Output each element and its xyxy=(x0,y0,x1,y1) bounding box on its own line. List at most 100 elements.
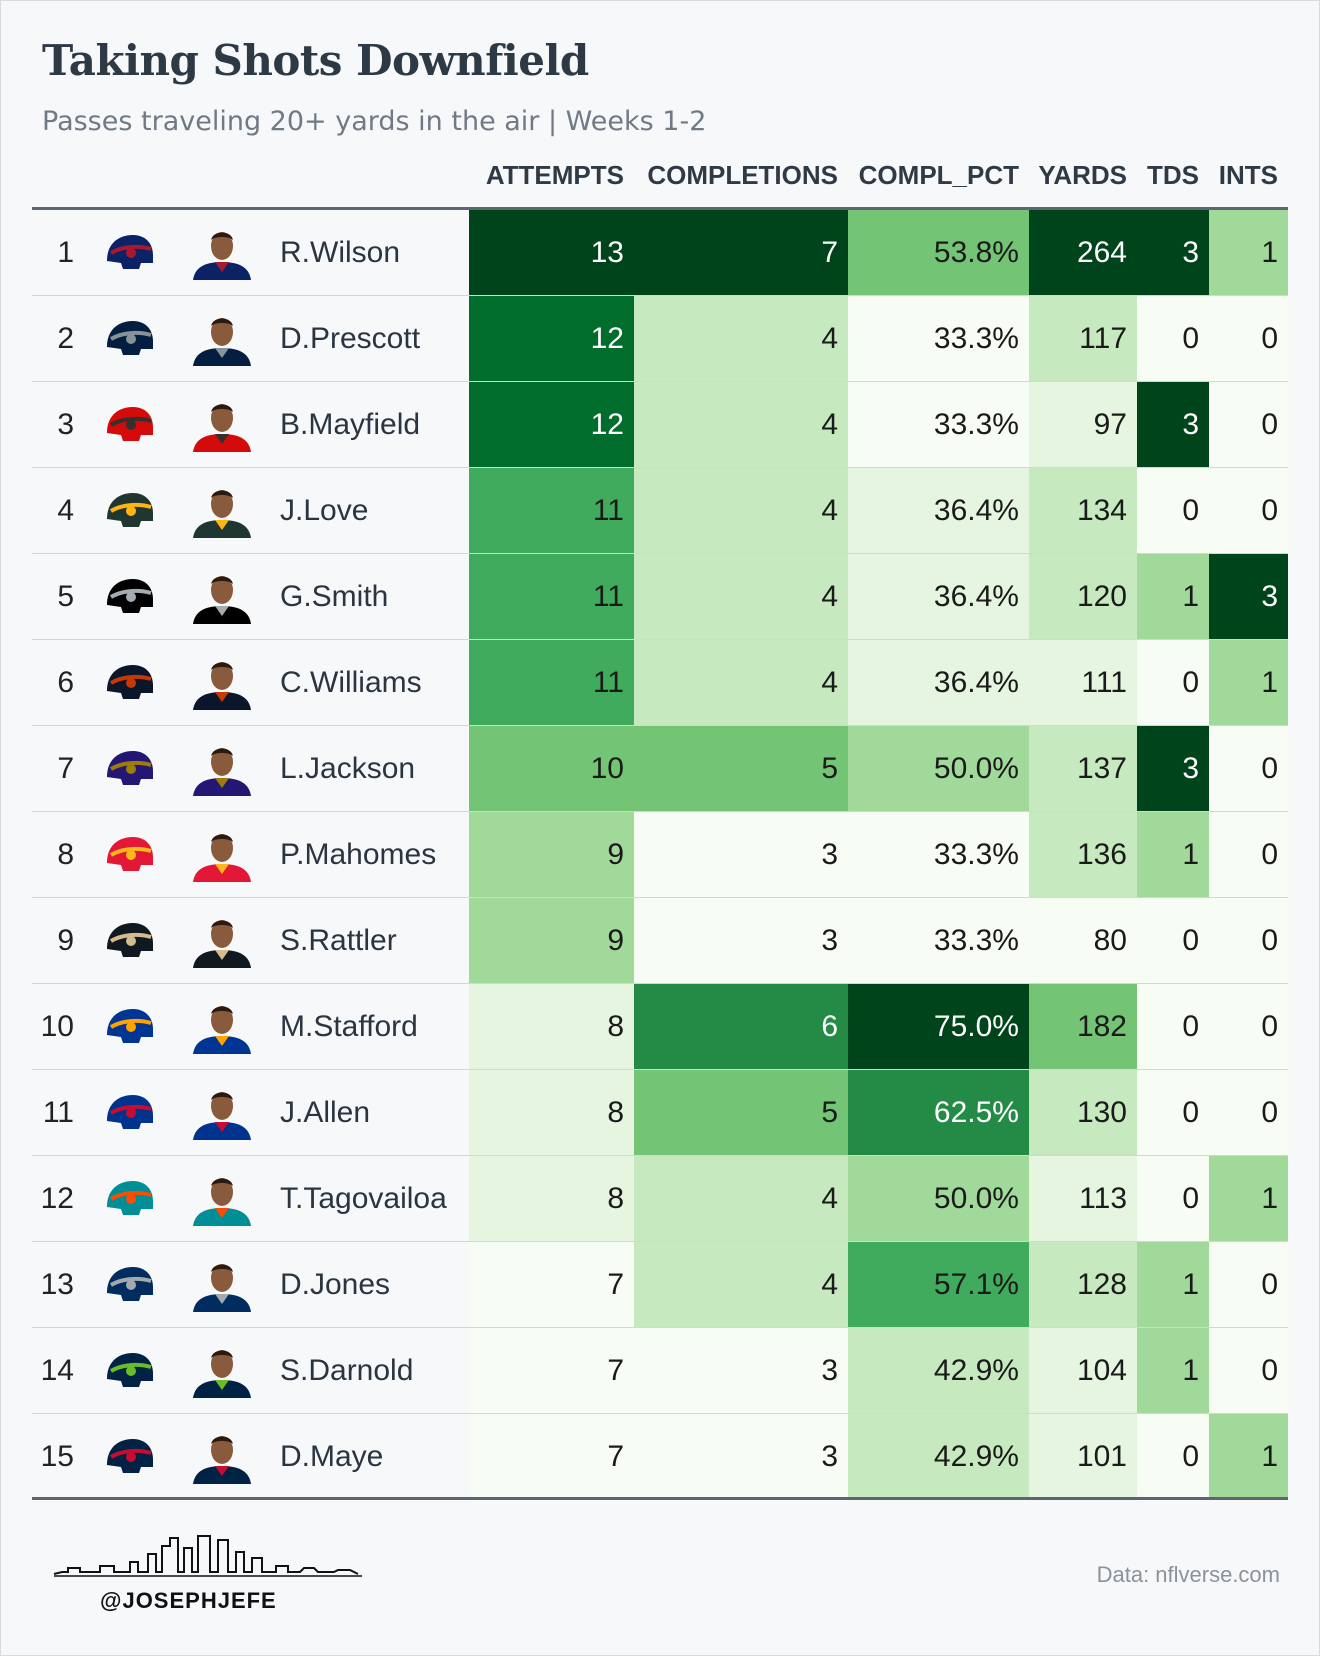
yards-cell: 104 xyxy=(1029,1328,1137,1413)
attempts-cell: 7 xyxy=(469,1328,634,1413)
ints-cell: 0 xyxy=(1209,984,1288,1069)
rank-cell: 1 xyxy=(57,235,74,269)
completions-cell: 5 xyxy=(634,1070,848,1155)
player-name: D.Jones xyxy=(280,1267,391,1301)
completions-cell: 4 xyxy=(634,1242,848,1327)
player-name: P.Mahomes xyxy=(280,837,437,871)
player-name: S.Rattler xyxy=(280,923,397,957)
player-name: B.Mayfield xyxy=(280,407,421,441)
chart-subtitle: Passes traveling 20+ yards in the air | … xyxy=(42,106,707,137)
tds-cell: 0 xyxy=(1137,984,1209,1069)
team-logo-icon xyxy=(94,1156,164,1241)
rank-cell: 6 xyxy=(57,665,74,699)
ints-cell: 0 xyxy=(1209,1328,1288,1413)
tds-cell: 1 xyxy=(1137,812,1209,897)
ints-cell: 0 xyxy=(1209,726,1288,811)
rank-cell: 9 xyxy=(57,923,74,957)
compl-pct-cell: 36.4% xyxy=(848,554,1029,639)
data-source: Data: nflverse.com xyxy=(1096,1562,1280,1587)
team-logo-icon xyxy=(94,726,164,811)
rank-cell: 4 xyxy=(57,493,74,527)
completions-cell: 4 xyxy=(634,382,848,467)
player-name: L.Jackson xyxy=(280,751,416,785)
tds-cell: 0 xyxy=(1137,640,1209,725)
player-headshot xyxy=(182,1328,262,1413)
player-name: C.Williams xyxy=(280,665,422,699)
team-logo-icon xyxy=(94,210,164,295)
yards-cell: 182 xyxy=(1029,984,1137,1069)
completions-cell: 3 xyxy=(634,812,848,897)
yards-cell: 97 xyxy=(1029,382,1137,467)
ints-cell: 0 xyxy=(1209,1070,1288,1155)
team-logo-icon xyxy=(94,812,164,897)
table-row: 11 J.Allen 8 5 62.5% 130 0 0 xyxy=(32,1070,1288,1156)
team-logo-icon xyxy=(94,640,164,725)
completions-cell: 4 xyxy=(634,296,848,381)
yards-cell: 137 xyxy=(1029,726,1137,811)
attempts-cell: 11 xyxy=(469,554,634,639)
rank-cell: 11 xyxy=(42,1095,74,1129)
team-logo-icon xyxy=(94,382,164,467)
rank-cell: 3 xyxy=(57,407,74,441)
compl-pct-cell: 42.9% xyxy=(848,1414,1029,1500)
completions-cell: 4 xyxy=(634,1156,848,1241)
header-yards: YARDS xyxy=(1038,160,1127,190)
team-logo-icon xyxy=(94,468,164,553)
team-logo-icon xyxy=(94,898,164,983)
team-logo-icon xyxy=(94,1070,164,1155)
yards-cell: 101 xyxy=(1029,1414,1137,1500)
table-row: 1 R.Wilson 13 7 53.8% 264 3 1 xyxy=(32,210,1288,296)
completions-cell: 6 xyxy=(634,984,848,1069)
completions-cell: 5 xyxy=(634,726,848,811)
tds-cell: 0 xyxy=(1137,1414,1209,1500)
author-credit: @JOSEPHJEFE xyxy=(100,1588,277,1613)
author-brand: @JOSEPHJEFE xyxy=(52,1532,372,1613)
header-attempts: ATTEMPTS xyxy=(485,160,624,190)
completions-cell: 3 xyxy=(634,898,848,983)
attempts-cell: 9 xyxy=(469,812,634,897)
table-row: 9 S.Rattler 9 3 33.3% 80 0 0 xyxy=(32,898,1288,984)
yards-cell: 117 xyxy=(1029,296,1137,381)
rank-cell: 2 xyxy=(57,321,74,355)
rank-cell: 14 xyxy=(40,1353,74,1387)
rank-cell: 15 xyxy=(40,1440,74,1473)
data-table: 1 R.Wilson 13 7 53.8% 264 3 1 2 D.Prescott 12 4 33.3… xyxy=(32,210,1288,1500)
rank-cell: 10 xyxy=(40,1009,74,1043)
header-ints: INTS xyxy=(1218,160,1278,190)
yards-cell: 134 xyxy=(1029,468,1137,553)
compl-pct-cell: 33.3% xyxy=(848,382,1029,467)
attempts-cell: 8 xyxy=(469,1156,634,1241)
ints-cell: 0 xyxy=(1209,1242,1288,1327)
rank-cell: 5 xyxy=(57,579,74,613)
player-headshot xyxy=(182,1070,262,1155)
tds-cell: 1 xyxy=(1137,1242,1209,1327)
compl-pct-cell: 33.3% xyxy=(848,296,1029,381)
player-headshot xyxy=(182,812,262,897)
completions-cell: 4 xyxy=(634,468,848,553)
attempts-cell: 7 xyxy=(469,1242,634,1327)
rank-cell: 8 xyxy=(57,837,74,871)
player-name: G.Smith xyxy=(280,579,389,613)
attempts-cell: 11 xyxy=(469,640,634,725)
attempts-cell: 11 xyxy=(469,468,634,553)
player-headshot xyxy=(182,640,262,725)
attempts-cell: 8 xyxy=(469,1070,634,1155)
yards-cell: 113 xyxy=(1029,1156,1137,1241)
ints-cell: 1 xyxy=(1209,210,1288,295)
header-compl-pct: COMPL_PCT xyxy=(858,160,1019,190)
player-name: D.Maye xyxy=(280,1440,384,1473)
compl-pct-cell: 50.0% xyxy=(848,1156,1029,1241)
player-headshot xyxy=(182,726,262,811)
player-name: R.Wilson xyxy=(280,235,401,269)
team-logo-icon xyxy=(94,554,164,639)
attempts-cell: 12 xyxy=(469,296,634,381)
yards-cell: 80 xyxy=(1029,898,1137,983)
compl-pct-cell: 42.9% xyxy=(848,1328,1029,1413)
chart-title: Taking Shots Downfield xyxy=(42,36,589,85)
yards-cell: 136 xyxy=(1029,812,1137,897)
team-logo-icon xyxy=(94,1242,164,1327)
table-row: 4 J.Love 11 4 36.4% 134 0 0 xyxy=(32,468,1288,554)
table-row: 15 D.Maye 7 3 42.9% 101 0 1 xyxy=(32,1414,1288,1500)
ints-cell: 0 xyxy=(1209,812,1288,897)
team-logo-icon xyxy=(94,984,164,1069)
